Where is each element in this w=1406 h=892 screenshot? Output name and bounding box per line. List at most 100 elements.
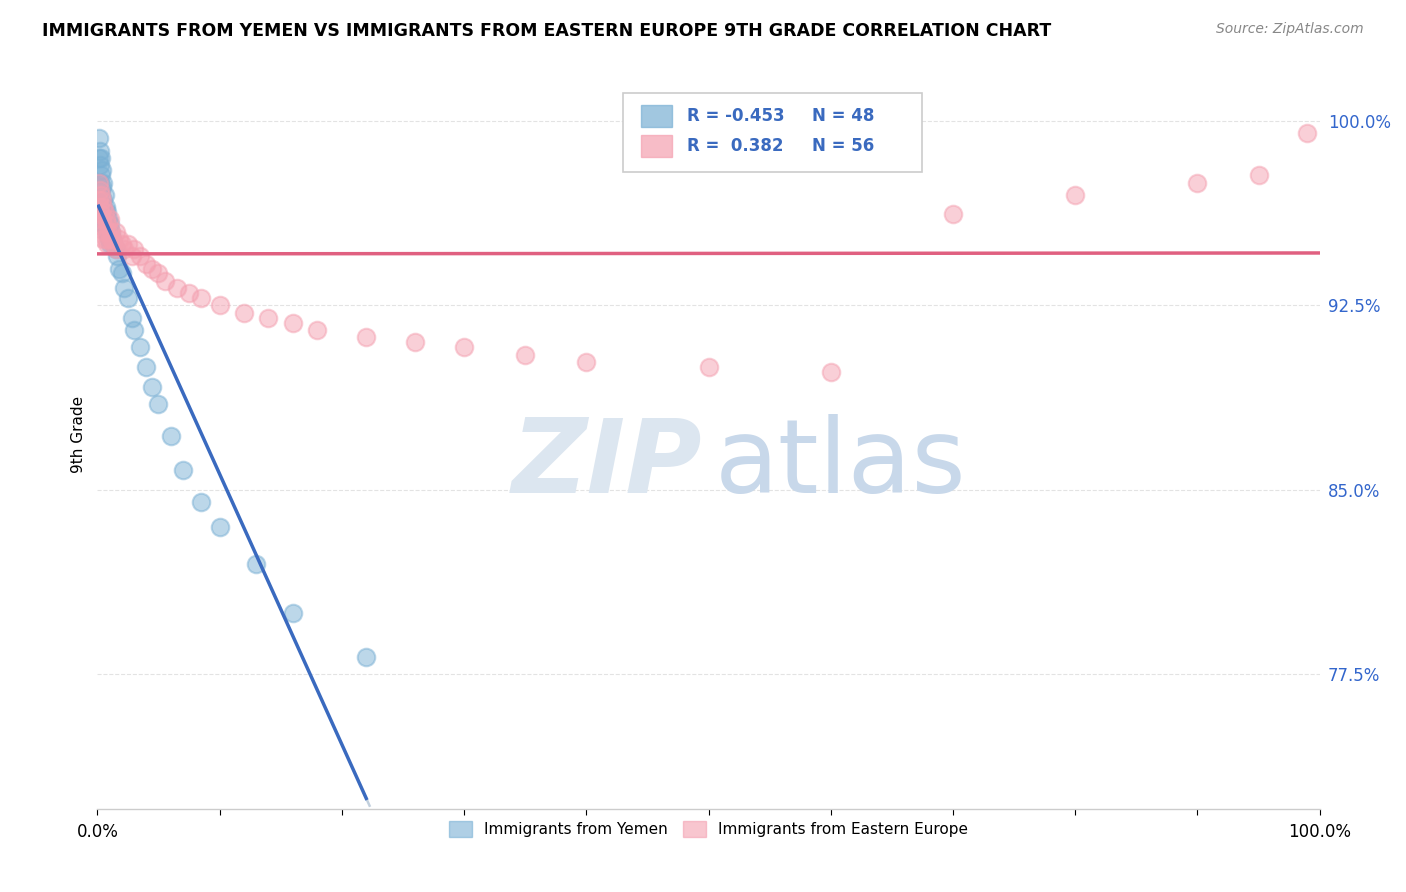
Point <box>96 237 118 252</box>
Point <box>166 281 188 295</box>
Point <box>93 217 115 231</box>
Point <box>159 429 181 443</box>
Point <box>103 237 125 252</box>
Point <box>1247 168 1270 182</box>
Point <box>90 207 112 221</box>
Text: ZIP: ZIP <box>512 414 703 515</box>
Point <box>111 237 134 252</box>
Point <box>91 197 114 211</box>
Point <box>101 232 124 246</box>
Point <box>135 359 157 374</box>
Point <box>112 242 135 256</box>
Point <box>190 291 212 305</box>
Point <box>94 200 117 214</box>
Point <box>94 212 117 227</box>
Point <box>117 291 139 305</box>
Point <box>453 340 475 354</box>
Point <box>515 348 537 362</box>
Point <box>97 225 120 239</box>
Point <box>108 232 131 246</box>
Point <box>135 257 157 271</box>
Point <box>100 225 122 239</box>
Point <box>354 650 377 665</box>
Point <box>104 242 127 256</box>
Point <box>108 261 131 276</box>
Point <box>404 335 426 350</box>
Point <box>245 557 267 571</box>
Point <box>90 183 112 197</box>
Point <box>121 310 143 325</box>
Point <box>148 397 170 411</box>
FancyBboxPatch shape <box>641 104 672 127</box>
Point <box>89 200 111 214</box>
Point <box>111 267 134 281</box>
Point <box>575 355 598 369</box>
Point <box>354 330 377 344</box>
Point <box>104 225 127 239</box>
Point <box>94 232 117 246</box>
Point <box>104 242 127 256</box>
Point <box>87 151 110 165</box>
Point <box>100 225 122 239</box>
Point <box>98 217 121 231</box>
Point <box>87 176 110 190</box>
Point <box>141 379 163 393</box>
Point <box>281 606 304 620</box>
Point <box>93 205 115 219</box>
Point <box>101 232 124 246</box>
Point <box>90 168 112 182</box>
Point <box>87 131 110 145</box>
Point <box>233 306 256 320</box>
Point <box>129 249 152 263</box>
Point <box>122 323 145 337</box>
Point <box>141 261 163 276</box>
Point <box>93 232 115 246</box>
Point <box>96 205 118 219</box>
Point <box>112 281 135 295</box>
Point <box>93 207 115 221</box>
Point <box>91 180 114 194</box>
Point <box>89 183 111 197</box>
Point <box>89 158 111 172</box>
Point <box>172 463 194 477</box>
Point <box>1296 126 1319 140</box>
Point <box>90 151 112 165</box>
Point <box>97 229 120 244</box>
Point <box>281 316 304 330</box>
Point <box>96 217 118 231</box>
Point <box>117 237 139 252</box>
Point <box>820 365 842 379</box>
Point <box>93 217 115 231</box>
Point <box>697 359 720 374</box>
Point <box>91 212 114 227</box>
Point <box>98 237 121 252</box>
Point <box>96 225 118 239</box>
Point <box>91 163 114 178</box>
Text: atlas: atlas <box>714 414 966 515</box>
Point <box>97 212 120 227</box>
Point <box>91 193 114 207</box>
Point <box>190 495 212 509</box>
Point <box>103 237 125 252</box>
Point <box>94 217 117 231</box>
Point <box>93 225 115 239</box>
Point <box>1064 187 1087 202</box>
Text: R = -0.453: R = -0.453 <box>686 107 785 125</box>
Point <box>98 232 121 246</box>
Legend: Immigrants from Yemen, Immigrants from Eastern Europe: Immigrants from Yemen, Immigrants from E… <box>443 814 974 843</box>
Point <box>93 205 115 219</box>
Point <box>129 340 152 354</box>
Point <box>90 200 112 214</box>
Text: Source: ZipAtlas.com: Source: ZipAtlas.com <box>1216 22 1364 37</box>
Point <box>257 310 280 325</box>
Point <box>89 176 111 190</box>
Point <box>153 274 176 288</box>
Point <box>98 212 121 227</box>
Point <box>208 298 231 312</box>
Point <box>177 286 200 301</box>
Text: IMMIGRANTS FROM YEMEN VS IMMIGRANTS FROM EASTERN EUROPE 9TH GRADE CORRELATION CH: IMMIGRANTS FROM YEMEN VS IMMIGRANTS FROM… <box>42 22 1052 40</box>
Point <box>93 176 115 190</box>
Point <box>90 187 112 202</box>
Y-axis label: 9th Grade: 9th Grade <box>72 396 86 473</box>
Point <box>93 187 115 202</box>
